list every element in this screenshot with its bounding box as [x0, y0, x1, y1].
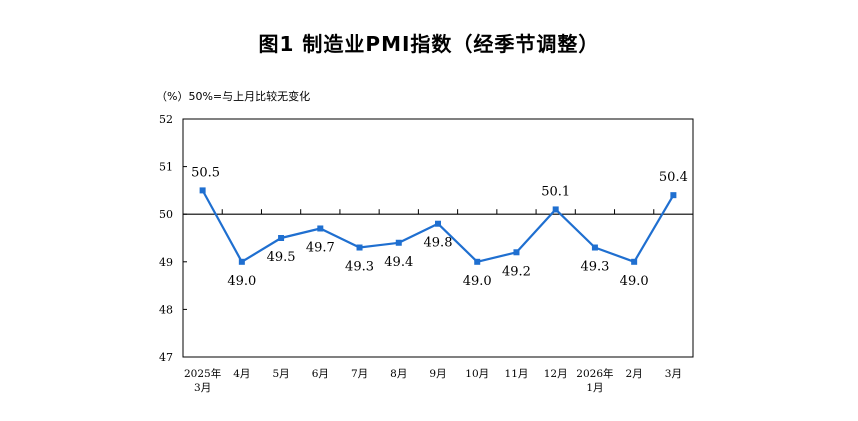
data-label: 49.0: [620, 274, 649, 289]
data-point: [513, 249, 520, 256]
x-tick-label: 2月: [626, 368, 643, 380]
data-label: 50.4: [659, 170, 688, 185]
data-point: [238, 258, 245, 265]
x-tick-label: 12月: [544, 368, 568, 380]
data-label: 50.1: [541, 184, 570, 199]
plot-frame: [182, 118, 694, 358]
x-tick-label: 7月: [351, 368, 368, 380]
y-tick-label: 48: [159, 303, 173, 316]
data-point: [356, 244, 363, 251]
x-tick-label: 8月: [390, 368, 407, 380]
data-label: 49.0: [227, 274, 256, 289]
x-tick-label: 2026年: [576, 367, 613, 380]
x-tick-label: 6月: [312, 368, 329, 380]
chart-title: 图1 制造业PMI指数（经季节调整）: [258, 32, 600, 56]
data-label: 50.5: [191, 165, 220, 180]
x-tick-label: 3月: [194, 382, 211, 394]
x-tick-label: 11月: [505, 368, 529, 380]
data-point: [474, 258, 481, 265]
y-tick-label: 51: [159, 161, 173, 174]
unit-note: （%）50%=与上月比较无变化: [156, 90, 311, 103]
x-tick-label: 9月: [429, 368, 446, 380]
x-tick-label: 4月: [233, 368, 250, 380]
x-tick-label: 5月: [272, 368, 289, 380]
data-label: 49.8: [424, 236, 453, 251]
y-tick-label: 52: [159, 113, 173, 126]
y-tick-label: 50: [159, 208, 173, 221]
data-point: [552, 206, 559, 213]
y-tick-label: 49: [159, 256, 173, 269]
data-point: [278, 235, 285, 241]
data-point: [395, 239, 402, 246]
data-point: [199, 187, 206, 194]
data-label: 49.3: [345, 260, 374, 275]
data-label: 49.2: [502, 264, 531, 279]
data-label: 49.3: [580, 260, 609, 275]
data-label: 49.7: [306, 240, 335, 255]
x-tick-label: 1月: [586, 382, 603, 394]
data-point: [670, 192, 677, 199]
x-tick-label: 2025年: [184, 367, 221, 380]
data-point: [435, 220, 441, 227]
data-label: 49.5: [267, 250, 296, 265]
x-tick-label: 10月: [465, 368, 489, 380]
data-point: [591, 244, 598, 251]
y-tick-label: 47: [159, 351, 173, 364]
data-point: [631, 258, 638, 265]
data-label: 49.0: [463, 274, 492, 289]
data-point: [317, 225, 324, 232]
data-label: 49.4: [384, 255, 413, 270]
x-tick-label: 3月: [665, 368, 682, 380]
